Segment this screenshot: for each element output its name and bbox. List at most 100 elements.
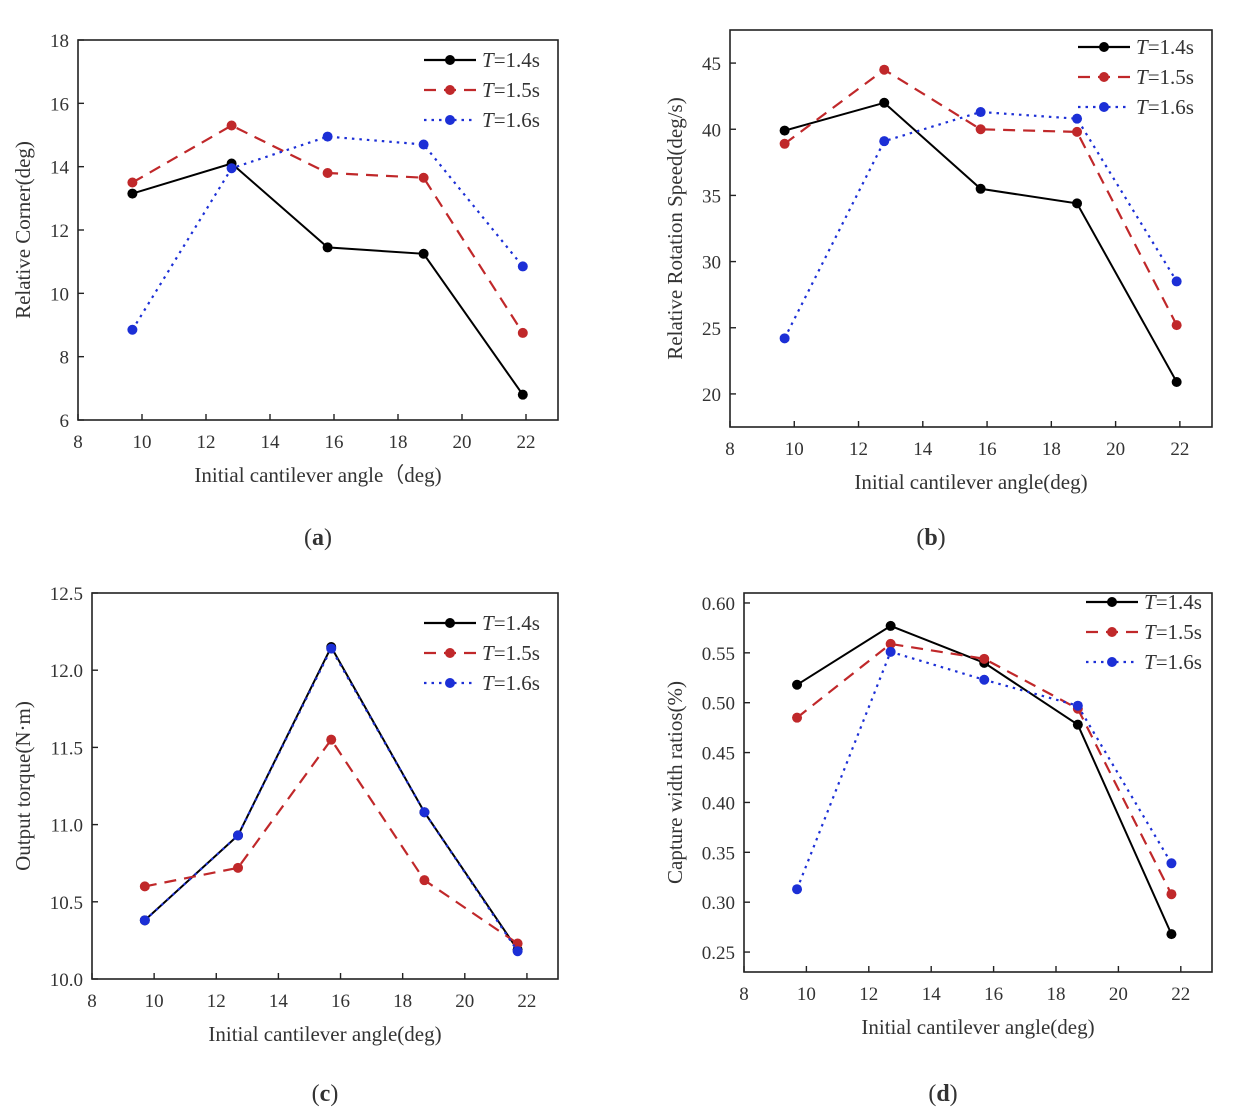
chart-c-y-tick-label: 10.5 [50,893,83,914]
chart-a-y-tick-label: 18 [50,31,69,52]
chart-c-x-tick-label: 10 [145,991,164,1012]
chart-a-series-3-point [127,324,138,335]
chart-d-x-tick-label: 14 [922,984,942,1005]
chart-c-x-axis-label: Initial cantilever angle(deg) [208,1022,441,1046]
chart-b-x-tick-label: 8 [725,439,735,460]
chart-a-x-tick-label: 20 [453,432,472,453]
chart-d-series-3-point [979,674,990,685]
chart-d-series-1-point [1072,719,1083,730]
chart-a-series-1-point [517,389,528,400]
chart-c-legend-marker-1 [445,618,455,628]
chart-b-caption: (b) [916,525,945,551]
chart-b-series-2-point [1072,126,1083,137]
chart-panel-a: 8 10 12 14 16 18 20 22 6 8 10 12 14 16 18 Initial canti… [0,0,620,556]
chart-b-series-2-point [975,124,986,135]
chart-d-legend-label-3: T=1.6s [1144,650,1202,674]
chart-d-series-2-point [792,712,803,723]
chart-b-y-tick-label: 45 [702,54,721,75]
chart-a-y-axis-label: Relative Corner(deg) [11,141,35,319]
chart-d-plot-frame [743,592,1213,973]
chart-b-y-tick-label: 40 [702,120,721,141]
chart-b-legend-marker-3 [1099,102,1109,112]
chart-d-y-tick-label: 0.55 [702,644,735,665]
chart-c-legend-label-1: T=1.4s [482,611,540,635]
chart-b-legend-label-2: T=1.5s [1136,65,1194,89]
chart-d-x-tick-label: 10 [797,984,816,1005]
chart-c-y-tick-label: 12.0 [50,661,83,682]
chart-panel-b: 8 10 12 14 16 18 20 22 20 25 30 35 40 45 Initial canti… [620,0,1240,556]
chart-a-x-tick-label: 10 [133,432,152,453]
chart-b-x-tick-label: 12 [849,439,868,460]
chart-a-series-1-line [132,162,524,396]
chart-d-x-axis-label: Initial cantilever angle(deg) [861,1015,1094,1039]
chart-a-x-tick-label: 12 [197,432,216,453]
chart-c-series-3-point [326,643,337,654]
chart-c-caption: (c) [312,1081,339,1107]
chart-b-series-3-point [975,107,986,118]
chart-a-caption: (a) [304,525,332,551]
chart-c-x-tick-label: 18 [393,991,412,1012]
chart-a-series-2-point [127,177,138,188]
chart-d-svg: 8 10 12 14 16 18 20 22 0.25 0.30 0.35 0.40 0.45 0.50 0… [663,590,1213,1107]
chart-a-legend-label-2: T=1.5s [482,78,540,102]
chart-a-series-2-point [418,172,429,183]
chart-d-series-3-line [795,650,1173,890]
chart-b-plot-frame [729,29,1213,428]
chart-c-plot-frame [91,592,559,980]
chart-a-series-2-point [517,327,528,338]
chart-b-legend-label-1: T=1.4s [1136,35,1194,59]
chart-b-x-tick-label: 16 [978,439,997,460]
chart-a-x-tick-label: 16 [325,432,344,453]
chart-b-series-1-point [975,183,986,194]
chart-c-series-3-point [233,830,244,841]
chart-a-series-3-point [418,139,429,150]
chart-b-y-tick-label: 35 [702,186,721,207]
chart-b-series-1-line [784,101,1178,383]
chart-c-y-tick-label: 10.0 [50,970,83,991]
chart-b-series-1-point [779,125,790,136]
chart-d-series-3-point [1166,858,1177,869]
chart-b-series-2-point [1171,320,1182,331]
chart-d-legend-marker-2 [1107,627,1117,637]
chart-d-y-axis-label: Capture width ratios(%) [663,681,687,884]
chart-d-x-tick-label: 16 [984,984,1003,1005]
chart-d-y-tick-label: 0.45 [702,744,735,765]
chart-d-series-3-point [1072,700,1083,711]
chart-b-series-2-point [779,138,790,149]
chart-b-legend-marker-2 [1099,72,1109,82]
chart-a-y-tick-label: 14 [50,158,70,179]
chart-c-x-tick-label: 12 [207,991,226,1012]
chart-c-series-2-line [144,737,519,945]
chart-d-legend-marker-3 [1107,657,1117,667]
chart-c-legend-marker-3 [445,678,455,688]
chart-b-y-tick-label: 30 [702,253,721,274]
chart-b-svg: 8 10 12 14 16 18 20 22 20 25 30 35 40 45 Initial canti… [663,29,1213,551]
chart-b-x-tick-label: 14 [913,439,933,460]
chart-d-y-tick-label: 0.25 [702,943,735,964]
chart-a-y-tick-label: 6 [60,411,70,432]
chart-c-series-3-point [139,915,150,926]
chart-b-series-3-line [783,110,1178,339]
chart-d-x-tick-label: 20 [1109,984,1128,1005]
chart-a-y-tick-label: 10 [50,284,69,305]
chart-a-series-1-point [322,242,333,253]
chart-b-legend-marker-1 [1099,42,1109,52]
chart-a-x-tick-label: 8 [73,432,83,453]
chart-d-x-tick-label: 8 [739,984,749,1005]
chart-d-y-tick-label: 0.40 [702,793,735,814]
chart-d-y-tick-label: 0.30 [702,893,735,914]
chart-a-series-1-point [127,188,138,199]
chart-d-legend-label-1: T=1.4s [1144,590,1202,614]
chart-a-x-axis-label: Initial cantilever angle（deg) [194,463,441,487]
chart-a-series-1-point [418,248,429,259]
chart-a-y-tick-label: 12 [50,221,69,242]
chart-b-x-tick-label: 10 [785,439,804,460]
chart-b-x-axis-label: Initial cantilever angle(deg) [854,470,1087,494]
chart-d-series-1-point [885,620,896,631]
chart-c-legend-label-2: T=1.5s [482,641,540,665]
chart-c-series-3-line [144,646,519,952]
chart-b-series-3-point [879,136,890,147]
chart-a-legend-label-3: T=1.6s [482,108,540,132]
chart-a-series-3-line [131,135,524,331]
